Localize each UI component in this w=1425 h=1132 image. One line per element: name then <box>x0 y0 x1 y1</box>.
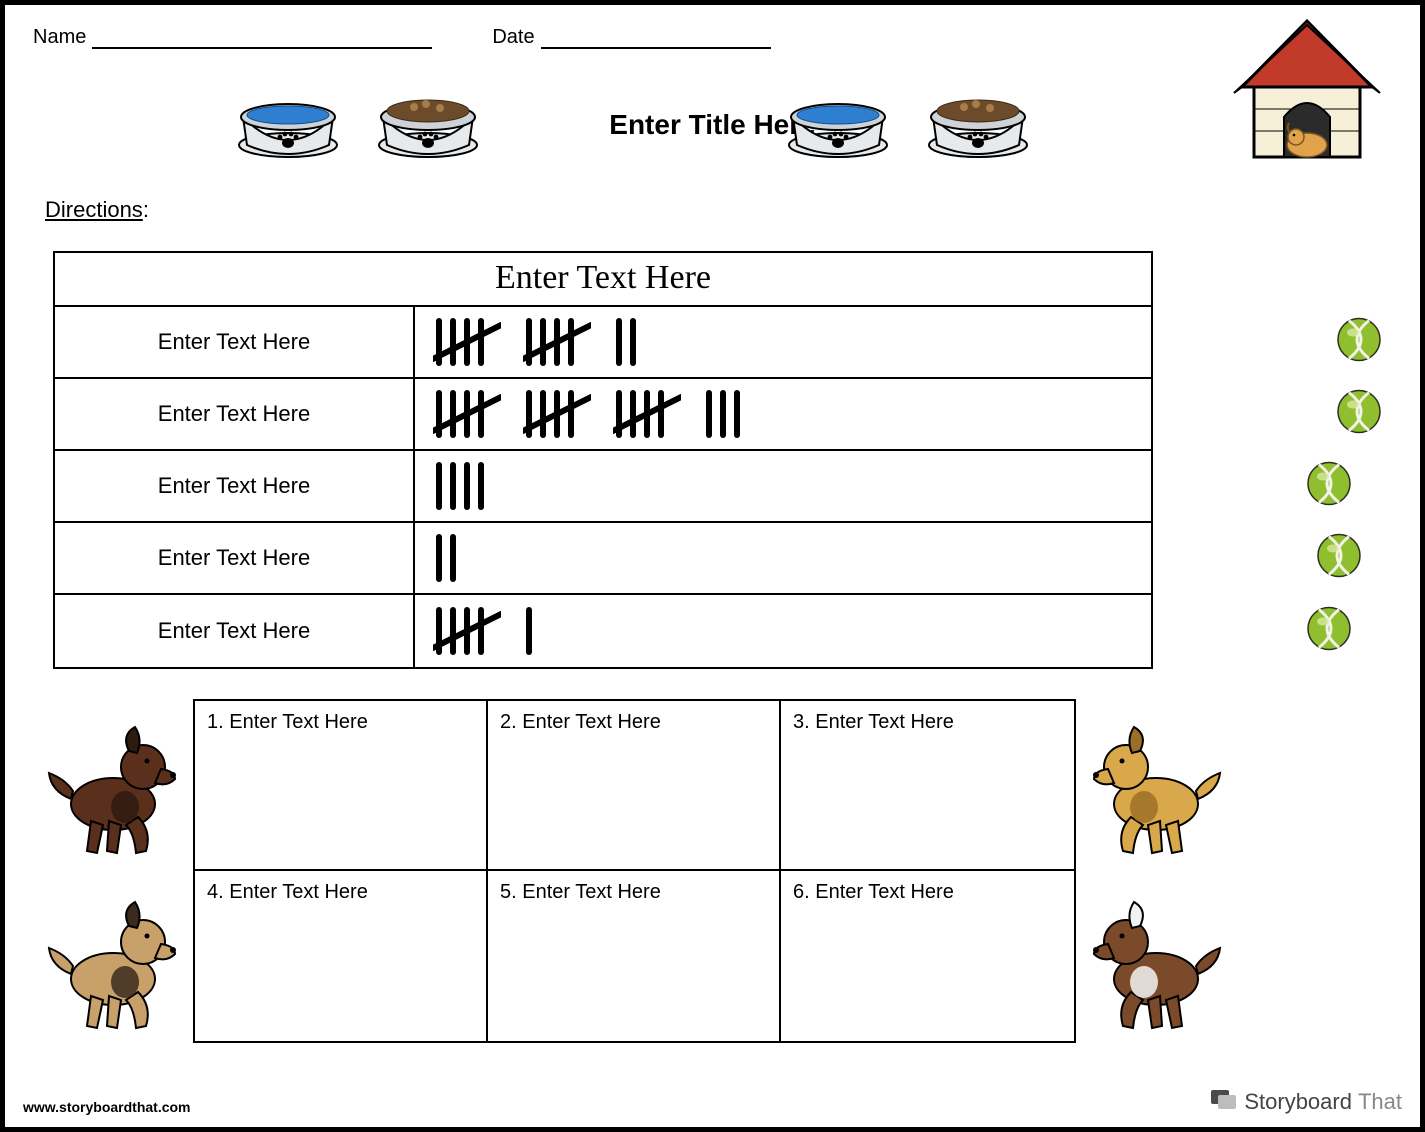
brown-dog-icon <box>1086 884 1226 1039</box>
tennis-ball-icon <box>1317 534 1361 583</box>
question-cell[interactable]: 6. Enter Text Here <box>781 871 1074 1041</box>
title-row: Enter Title Here <box>33 39 1392 189</box>
questions-section: 1. Enter Text Here 2. Enter Text Here 3.… <box>33 699 1392 1043</box>
directions-colon: : <box>143 197 149 222</box>
tally-group-icon <box>523 317 591 367</box>
footer-brand-b: That <box>1358 1089 1402 1115</box>
footer-brand: StoryboardThat <box>1210 1087 1402 1117</box>
tennis-ball-icon <box>1307 607 1351 656</box>
tally-group-icon <box>613 317 649 367</box>
question-cell[interactable]: 4. Enter Text Here <box>195 871 488 1041</box>
doghouse-icon <box>1222 9 1392 169</box>
golden-retriever-icon <box>1086 709 1226 864</box>
pug-icon <box>43 884 183 1039</box>
tennis-ball-icon <box>1307 462 1351 511</box>
tally-row-label[interactable]: Enter Text Here <box>55 451 415 521</box>
tally-group-icon <box>523 389 591 439</box>
tally-row-label[interactable]: Enter Text Here <box>55 595 415 667</box>
left-dog-column <box>33 699 193 1039</box>
tally-group-icon <box>433 389 501 439</box>
tally-group-icon <box>433 317 501 367</box>
dachshund-icon <box>43 709 183 864</box>
tally-table-title[interactable]: Enter Text Here <box>55 253 1151 307</box>
water-bowl-icon <box>233 99 343 159</box>
tally-section: Enter Text Here Enter Text Here Enter Te… <box>33 251 1392 669</box>
food-bowl-icon <box>923 99 1033 159</box>
tally-row: Enter Text Here <box>55 379 1151 451</box>
storyboard-logo-icon <box>1210 1087 1238 1117</box>
tally-marks <box>415 307 1151 377</box>
tally-row-label[interactable]: Enter Text Here <box>55 523 415 593</box>
questions-grid: 1. Enter Text Here 2. Enter Text Here 3.… <box>193 699 1076 1043</box>
question-cell[interactable]: 5. Enter Text Here <box>488 871 781 1041</box>
footer-brand-a: Storyboard <box>1244 1089 1352 1115</box>
tally-group-icon <box>433 606 501 656</box>
tally-row: Enter Text Here <box>55 523 1151 595</box>
right-dog-column <box>1076 699 1236 1039</box>
directions-heading: Directions: <box>45 197 1392 223</box>
footer-url: www.storyboardthat.com <box>23 1099 191 1115</box>
question-cell[interactable]: 2. Enter Text Here <box>488 701 781 871</box>
tally-row-label[interactable]: Enter Text Here <box>55 307 415 377</box>
tally-marks <box>415 451 1151 521</box>
food-bowl-icon <box>373 99 483 159</box>
tally-group-icon <box>703 389 753 439</box>
tally-marks <box>415 523 1151 593</box>
question-cell[interactable]: 1. Enter Text Here <box>195 701 488 871</box>
tally-row: Enter Text Here <box>55 595 1151 667</box>
tally-group-icon <box>433 533 469 583</box>
question-cell[interactable]: 3. Enter Text Here <box>781 701 1074 871</box>
tally-row: Enter Text Here <box>55 451 1151 523</box>
tally-row-label[interactable]: Enter Text Here <box>55 379 415 449</box>
tally-row: Enter Text Here <box>55 307 1151 379</box>
worksheet-page: Name Date <box>0 0 1425 1132</box>
tennis-ball-icon <box>1337 390 1381 439</box>
water-bowl-icon <box>783 99 893 159</box>
tally-group-icon <box>433 461 497 511</box>
tennis-ball-icon <box>1337 318 1381 367</box>
tally-table: Enter Text Here Enter Text Here Enter Te… <box>53 251 1153 669</box>
tally-marks <box>415 379 1151 449</box>
tally-group-icon <box>523 606 545 656</box>
tally-marks <box>415 595 1151 667</box>
directions-label: Directions <box>45 197 143 222</box>
tally-group-icon <box>613 389 681 439</box>
